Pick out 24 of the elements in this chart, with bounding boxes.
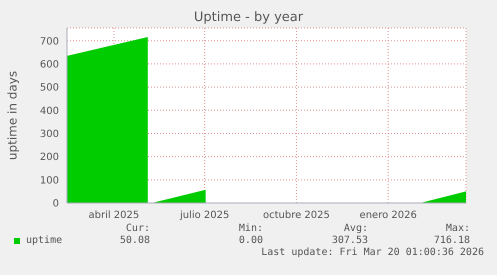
text: 0.00 bbox=[238, 235, 263, 246]
y-axis-title: uptime in days bbox=[5, 70, 20, 160]
chart-title: Uptime - by year bbox=[192, 10, 304, 25]
text: Max: bbox=[446, 223, 470, 234]
y-tick-label: 0 bbox=[52, 198, 59, 210]
text: 307.53 bbox=[332, 235, 368, 246]
x-tick-label: julio 2025 bbox=[178, 210, 230, 222]
text: Last update: Fri Mar 20 01:00:36 2026 bbox=[261, 247, 484, 258]
x-tick-label: octubre 2025 bbox=[262, 210, 330, 222]
text: 716.18 bbox=[434, 235, 470, 246]
x-tick-label: abril 2025 bbox=[88, 210, 140, 222]
legend-label: uptime bbox=[25, 235, 62, 246]
y-tick-label: 500 bbox=[40, 82, 59, 94]
y-tick-label: 100 bbox=[40, 175, 59, 186]
text: Min: bbox=[238, 223, 263, 234]
y-tick-label: 600 bbox=[40, 59, 59, 70]
text: 50.08 bbox=[120, 235, 150, 246]
text: Avg: bbox=[344, 223, 368, 234]
y-tick-label: 400 bbox=[40, 106, 59, 117]
y-tick-label: 200 bbox=[40, 152, 59, 164]
x-tick-label: enero 2026 bbox=[360, 210, 417, 222]
text: Cur: bbox=[126, 223, 150, 234]
y-tick-label: 700 bbox=[40, 36, 59, 48]
y-tick-label: 300 bbox=[40, 129, 59, 140]
